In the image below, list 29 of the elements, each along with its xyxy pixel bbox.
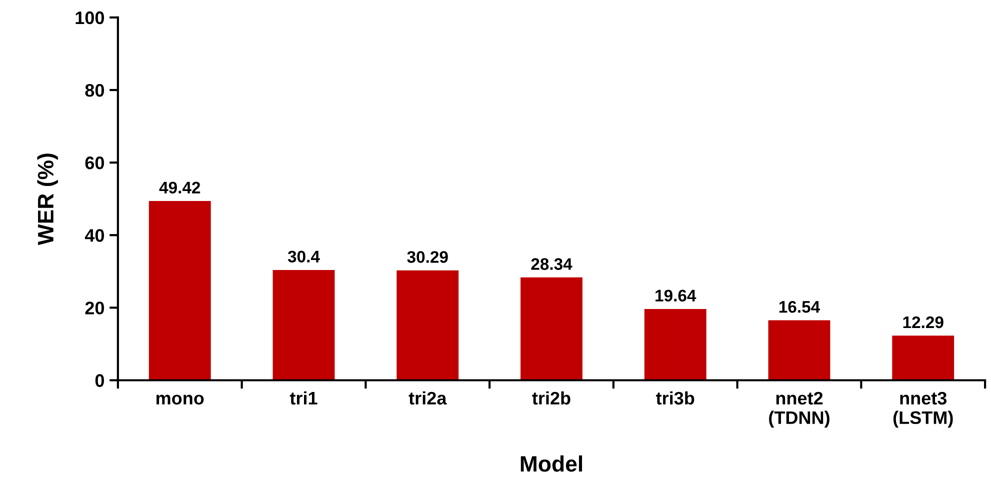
x-tick-label: tri3b bbox=[656, 391, 694, 405]
bar bbox=[396, 270, 459, 380]
data-label: 19.64 bbox=[656, 290, 696, 302]
bar bbox=[272, 270, 335, 380]
y-tick-label: 60 bbox=[85, 156, 104, 170]
x-tick-label: tri2a bbox=[408, 391, 447, 405]
y-axis-title: WER (%) bbox=[37, 154, 58, 246]
x-axis-title: Model bbox=[520, 455, 582, 472]
bar bbox=[892, 336, 954, 380]
data-label: 28.34 bbox=[531, 258, 572, 270]
data-label: 49.42 bbox=[159, 182, 200, 194]
data-label: 30.29 bbox=[407, 251, 448, 263]
bar bbox=[148, 200, 211, 380]
x-tick-label: tri1 bbox=[290, 391, 318, 405]
y-tick-label: 80 bbox=[85, 84, 104, 97]
bar bbox=[768, 320, 830, 380]
y-tick-label: 100 bbox=[76, 11, 104, 24]
y-tick-label: 40 bbox=[84, 229, 104, 242]
y-tick-label: 20 bbox=[85, 302, 104, 314]
x-tick-label: nnet2 (TDNN) bbox=[769, 392, 830, 428]
x-tick-label: mono bbox=[156, 394, 204, 405]
y-tick-label: 0 bbox=[95, 374, 104, 387]
data-label: 30.4 bbox=[288, 250, 320, 263]
bar bbox=[520, 277, 582, 380]
data-label: 12.29 bbox=[903, 316, 944, 328]
data-label: 16.54 bbox=[779, 300, 820, 313]
bar bbox=[644, 308, 706, 380]
x-tick-label: nnet3 (LSTM) bbox=[893, 392, 953, 428]
x-tick-label: tri2b bbox=[532, 391, 570, 405]
